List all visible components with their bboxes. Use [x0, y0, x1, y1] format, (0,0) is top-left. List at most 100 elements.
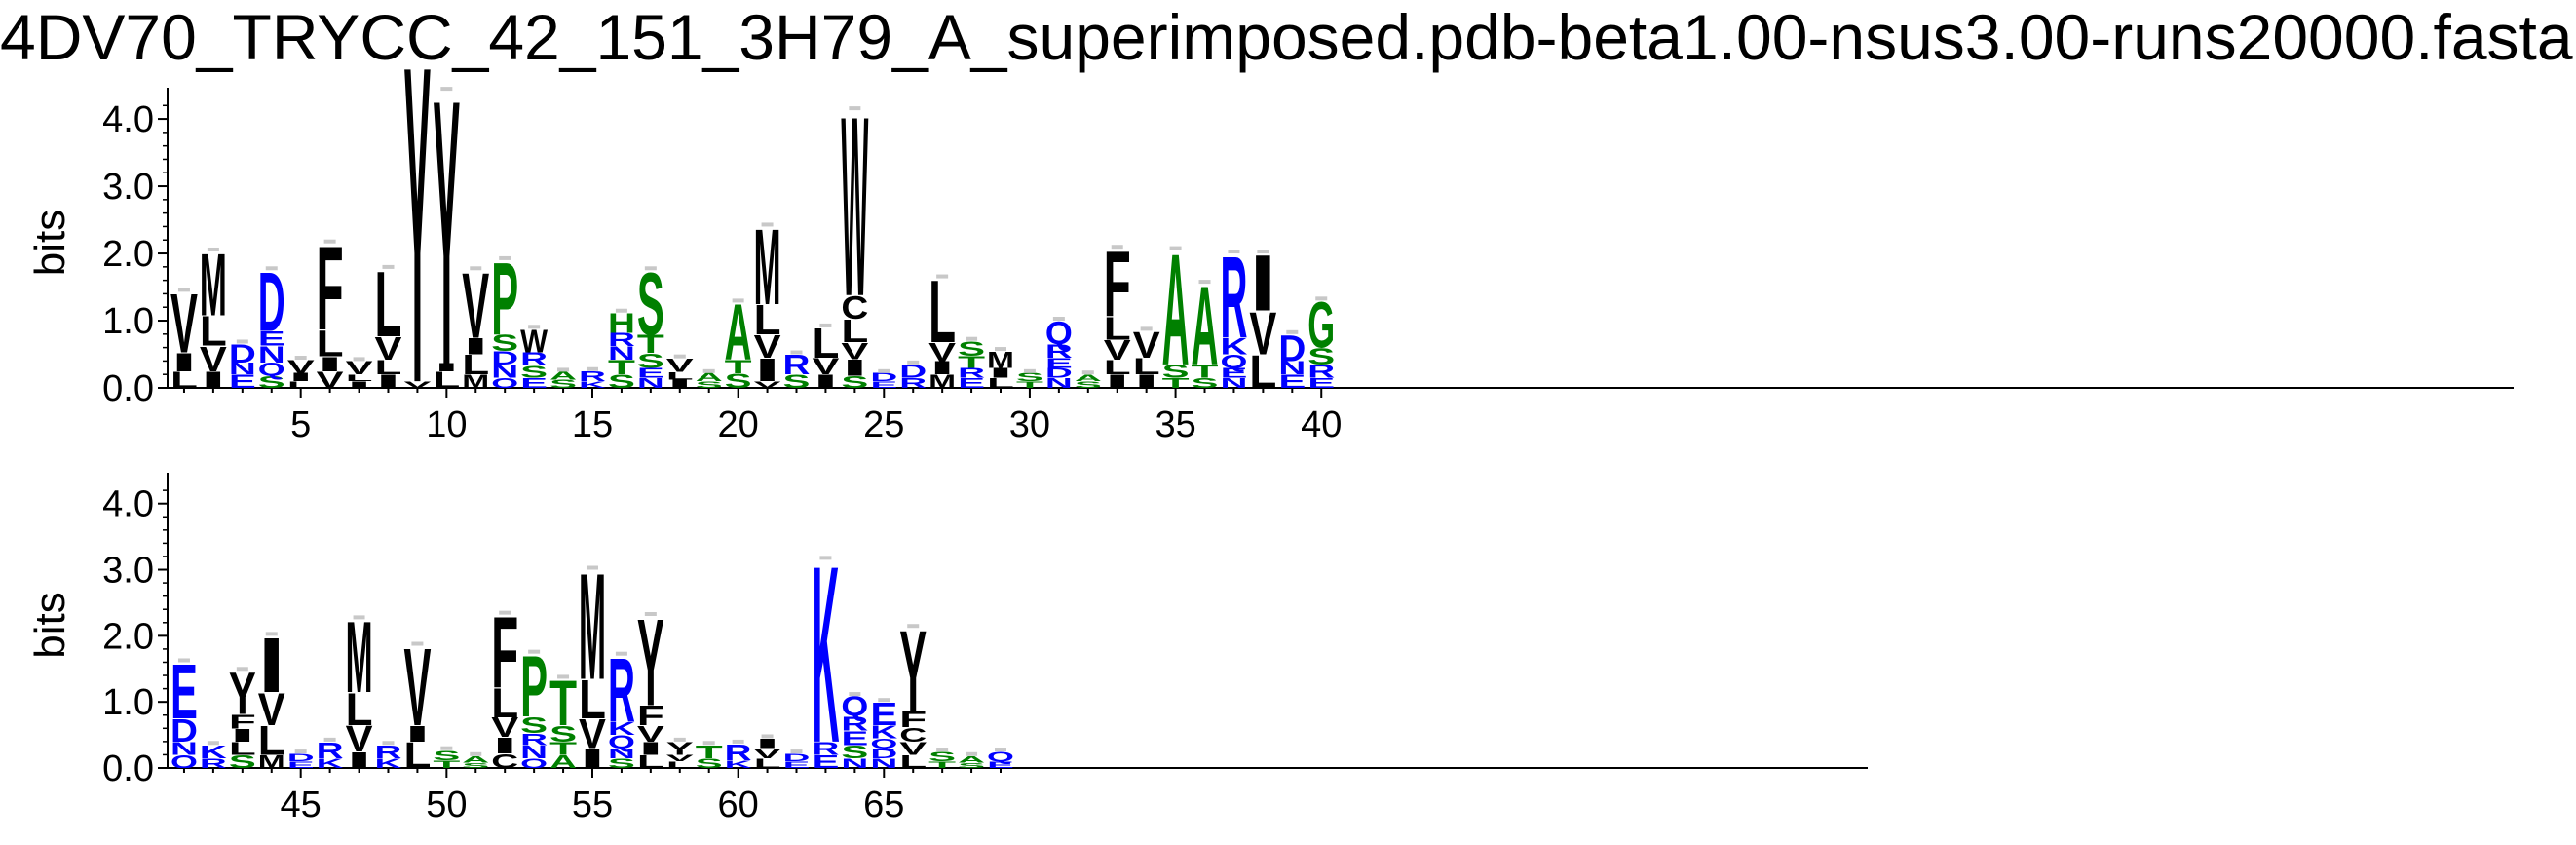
logo-letter-R: R	[520, 730, 548, 749]
logo-letter-D: D	[1045, 365, 1073, 381]
logo-letter-I: I	[462, 333, 489, 360]
logo-letter-D: D	[258, 256, 285, 349]
error-bar	[294, 749, 307, 754]
y-tick-label: 0.0	[102, 749, 154, 789]
logo-letter-V: V	[928, 338, 957, 367]
logo-letter-T: T	[637, 329, 664, 359]
error-bar	[1023, 368, 1036, 373]
y-tick-label: 0.0	[102, 368, 154, 409]
logo-letter-V: V	[637, 721, 664, 747]
logo-letter-S: S	[783, 371, 811, 392]
logo-letter-F: F	[637, 701, 664, 731]
error-bar	[353, 615, 365, 620]
logo-letter-L: L	[928, 263, 956, 362]
logo-letter-A: A	[958, 754, 985, 764]
logo-letter-E: E	[1045, 355, 1073, 370]
error-bar	[644, 266, 657, 271]
error-bar	[411, 641, 424, 646]
error-bar	[265, 266, 278, 271]
logo-letter-L: L	[1104, 311, 1131, 347]
error-bar	[819, 323, 832, 327]
logo-letter-A: A	[549, 751, 577, 772]
error-bar	[995, 748, 1007, 752]
logo-letter-S: S	[637, 350, 664, 373]
logo-letter-V: V	[317, 367, 344, 394]
logo-letter-I: I	[317, 353, 344, 376]
logo-letter-L: L	[666, 370, 694, 383]
y-tick-label: 4.0	[102, 484, 154, 525]
logo-letter-I: I	[346, 748, 373, 773]
error-bar	[966, 751, 978, 756]
logo-letter-E: E	[812, 751, 839, 772]
logo-letter-I: I	[1133, 371, 1160, 392]
logo-letter-Y: Y	[229, 662, 256, 728]
logo-letter-I: I	[403, 721, 431, 747]
logo-letter-I: I	[1104, 371, 1131, 392]
error-bar	[236, 667, 248, 672]
logo-letter-M: M	[987, 348, 1014, 373]
logo-letter-S: S	[433, 748, 460, 763]
logo-letter-T: T	[1162, 375, 1190, 391]
logo-letter-S: S	[608, 371, 635, 392]
logo-letter-R: R	[958, 365, 985, 381]
error-bar	[440, 746, 453, 750]
error-bar	[936, 748, 949, 752]
error-bar	[1198, 280, 1211, 285]
error-bar	[995, 347, 1007, 352]
logo-letter-E: E	[258, 327, 285, 351]
error-bar	[323, 737, 336, 742]
error-bar	[790, 350, 803, 355]
logo-letter-S: S	[258, 372, 285, 391]
error-bar	[236, 339, 248, 344]
x-tick-label: 60	[717, 785, 758, 826]
logo-letter-L: L	[899, 751, 927, 772]
logo-letter-D: D	[899, 362, 927, 382]
logo-letter-W: W	[841, 62, 868, 350]
logo-letter-R: R	[899, 376, 927, 392]
logo-letter-Q: Q	[1045, 316, 1073, 352]
logo-letter-I: I	[928, 358, 956, 378]
logo-letter-I: I	[987, 365, 1014, 381]
logo-letter-I: I	[812, 371, 839, 392]
error-bar	[907, 360, 920, 365]
error-bar	[528, 649, 541, 654]
error-bar	[673, 354, 686, 359]
error-bar	[1081, 370, 1094, 375]
error-bar	[207, 247, 219, 251]
logo-letter-N: N	[1278, 358, 1306, 378]
logo-letter-I: I	[287, 371, 315, 384]
logo-letter-E: E	[170, 647, 198, 735]
error-bar	[440, 87, 453, 92]
logo-letter-L: L	[987, 375, 1014, 391]
y-tick-label: 2.0	[102, 616, 154, 657]
error-bar	[586, 366, 598, 371]
error-bar	[732, 298, 744, 303]
logo-letter-Y: Y	[433, 21, 460, 443]
logo-letter-N: N	[170, 739, 198, 759]
error-bar	[323, 239, 336, 244]
logo-letter-P: P	[520, 637, 548, 735]
error-bar	[1228, 250, 1240, 254]
logo-letter-S: S	[462, 761, 489, 769]
logo-letter-D: D	[287, 751, 315, 764]
logo-letter-I: I	[433, 361, 460, 373]
error-bar	[177, 658, 190, 663]
logo-letter-R: R	[579, 369, 606, 385]
error-bar	[557, 367, 570, 372]
logo-letter-T: T	[433, 758, 460, 771]
logo-letter-D: D	[491, 348, 518, 368]
logo-letter-E: E	[870, 380, 897, 390]
x-tick-label: 10	[426, 404, 467, 445]
logo-letter-S: S	[1307, 344, 1335, 370]
error-bar	[615, 651, 627, 656]
logo-letter-L: L	[841, 314, 868, 350]
logo-letter-S: S	[608, 755, 635, 771]
y-tick-label: 3.0	[102, 551, 154, 592]
error-bar	[1140, 326, 1153, 331]
logo-letter-L: L	[403, 735, 431, 776]
logo-letter-D: D	[783, 751, 811, 764]
logo-letter-E: E	[1307, 375, 1335, 391]
